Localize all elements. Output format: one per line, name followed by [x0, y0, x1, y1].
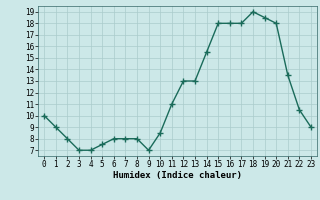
X-axis label: Humidex (Indice chaleur): Humidex (Indice chaleur)	[113, 171, 242, 180]
